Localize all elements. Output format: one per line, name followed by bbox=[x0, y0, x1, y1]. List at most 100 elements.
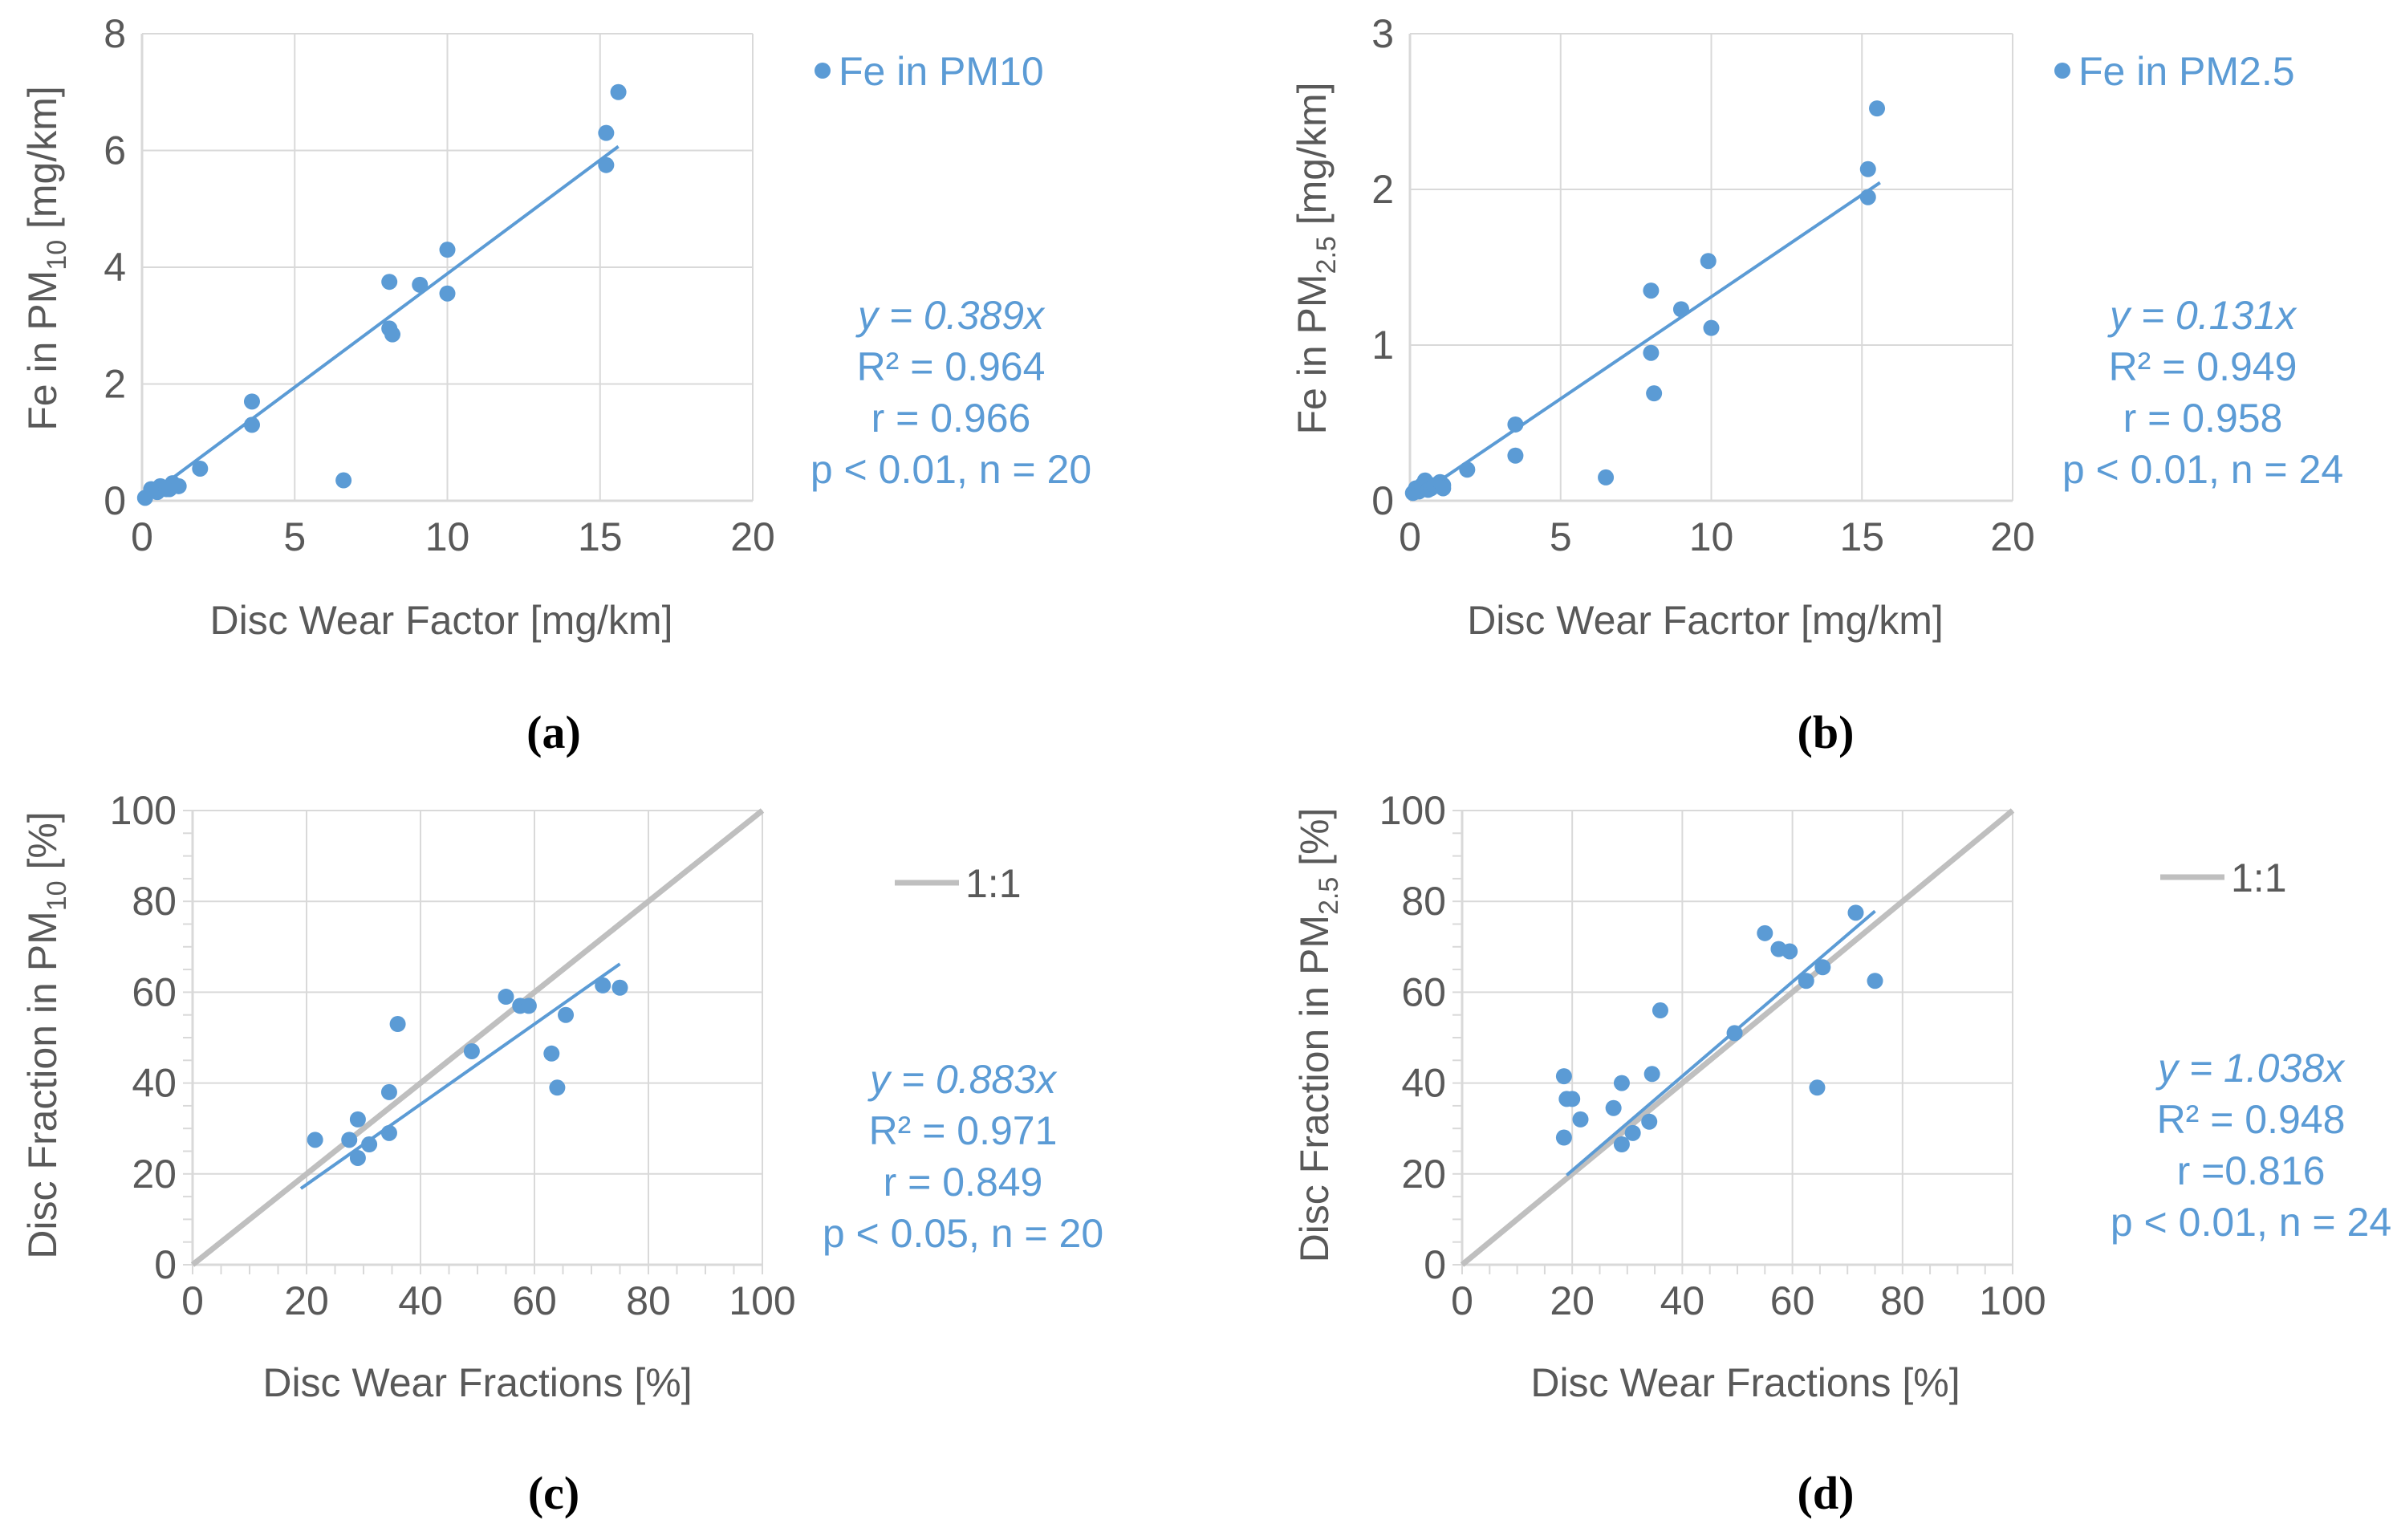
panel-d-trendline bbox=[1566, 909, 1876, 1176]
panel-b-x-tick-label: 15 bbox=[1839, 514, 1884, 559]
panel-c-r-squared: R² = 0.971 bbox=[869, 1108, 1058, 1153]
panel-c-r: r = 0.849 bbox=[884, 1160, 1043, 1205]
panel-b-data-point bbox=[1643, 344, 1660, 361]
panel-d-legend-label: 1:1 bbox=[2231, 855, 2287, 900]
panel-d-y-axis-label: Disc Fraction in PM2.5 [%] bbox=[1292, 808, 1344, 1263]
panel-b-caption: (b) bbox=[1798, 706, 1855, 758]
panel-a-x-tick-label: 5 bbox=[283, 514, 306, 559]
panel-a-x-tick-label: 20 bbox=[730, 514, 775, 559]
panel-c-grid bbox=[193, 810, 763, 1265]
panel-d-y-tick-label: 0 bbox=[1424, 1242, 1446, 1287]
panel-a-x-tick-label: 15 bbox=[578, 514, 623, 559]
panel-b-legend-label: Fe in PM2.5 bbox=[2078, 49, 2295, 94]
panel-a-ticks: 0 5 10 15 20 0 2 4 6 8 bbox=[104, 11, 775, 559]
panel-c-data-point bbox=[349, 1111, 366, 1128]
panel-d-data-point bbox=[1726, 1025, 1743, 1042]
panel-b-legend: Fe in PM2.5 bbox=[2054, 49, 2295, 94]
panel-a-data-point bbox=[598, 124, 615, 141]
panel-b-y-axis-label: Fe in PM2.5 [mg/km] bbox=[1290, 82, 1342, 434]
panel-d-data-point bbox=[1564, 1091, 1581, 1107]
panel-c-data-point bbox=[543, 1045, 560, 1062]
panel-c-data-point bbox=[349, 1149, 366, 1166]
panel-d-x-tick-label: 20 bbox=[1550, 1278, 1595, 1323]
panel-c-data-point bbox=[611, 979, 628, 996]
panel-d-legend: 1:1 bbox=[2160, 855, 2287, 900]
panel-a-p-n: p < 0.01, n = 20 bbox=[811, 447, 1091, 492]
panel-d-data-point bbox=[1643, 1066, 1660, 1083]
panel-d-data-point bbox=[1809, 1079, 1826, 1096]
panel-c-x-tick-label: 40 bbox=[398, 1278, 443, 1323]
panel-b-x-axis-label: Disc Wear Facrtor [mg/km] bbox=[1467, 598, 1944, 643]
panel-c-legend: 1:1 bbox=[895, 861, 1022, 906]
panel-d-data-point bbox=[1613, 1136, 1630, 1153]
panel-a-y-tick-label: 6 bbox=[104, 128, 126, 173]
panel-a-data-point bbox=[243, 393, 260, 410]
panel-b-data-point bbox=[1859, 161, 1876, 177]
panel-d-y-tick-label: 20 bbox=[1401, 1152, 1446, 1197]
panel-c-y-axis-label: Disc Fraction in PM10 [%] bbox=[20, 811, 72, 1258]
panel-d-equation: y = 1.038x bbox=[2155, 1046, 2346, 1091]
panel-d-x-tick-label: 0 bbox=[1451, 1278, 1473, 1323]
panel-d-data-point bbox=[1605, 1099, 1622, 1116]
panel-a-lines bbox=[156, 144, 620, 491]
panel-c-one-to-one-line bbox=[190, 808, 765, 1267]
panel-d-data-point bbox=[1572, 1111, 1589, 1128]
panel-d-points bbox=[1555, 904, 1883, 1153]
panel-c-x-tick-label: 80 bbox=[626, 1278, 671, 1323]
panel-d-y-tick-label: 100 bbox=[1379, 788, 1446, 833]
panel-b-ticks: 0 5 10 15 20 0 1 2 3 bbox=[1371, 11, 2035, 559]
panel-c-data-point bbox=[341, 1132, 358, 1148]
panel-a-data-point bbox=[192, 460, 209, 477]
panel-c-caption: (c) bbox=[528, 1467, 579, 1519]
panel-b-trendline bbox=[1424, 181, 1881, 492]
panel-c-data-point bbox=[549, 1079, 566, 1096]
panel-d-stats: y = 1.038x R² = 0.948 r =0.816 p < 0.01,… bbox=[2111, 1046, 2391, 1245]
panel-a-data-point bbox=[384, 326, 401, 343]
panel-c-y-tick-label: 60 bbox=[132, 969, 177, 1014]
panel-d-data-point bbox=[1814, 959, 1831, 976]
panel-a-y-tick-label: 0 bbox=[104, 478, 126, 523]
panel-d-data-point bbox=[1613, 1075, 1630, 1091]
panel-d-r: r =0.816 bbox=[2177, 1148, 2326, 1193]
panel-d-y-tick-label: 60 bbox=[1401, 969, 1446, 1014]
panel-a-data-point bbox=[598, 156, 615, 173]
panel-a-data-point bbox=[335, 472, 352, 489]
panel-b-data-point bbox=[1859, 189, 1876, 205]
panel-a: 0 5 10 15 20 0 2 4 6 8 Disc Wear Factor [mg/km] F… bbox=[20, 11, 1091, 758]
panel-a-data-point bbox=[243, 416, 260, 433]
panel-d-x-tick-label: 60 bbox=[1770, 1278, 1815, 1323]
panel-b-lines bbox=[1424, 181, 1881, 492]
panel-c-x-tick-label: 0 bbox=[181, 1278, 204, 1323]
panel-d-data-point bbox=[1555, 1068, 1572, 1085]
panel-c-ticks: 0 20 40 60 80 100 0 20 40 60 80 100 bbox=[110, 788, 796, 1323]
panel-b-equation: y = 0.131x bbox=[2107, 293, 2298, 338]
panel-b-data-point bbox=[1507, 416, 1524, 433]
panel-d: 0 20 40 60 80 100 0 20 40 60 80 100 Disc Wear Fract… bbox=[1292, 788, 2391, 1519]
panel-a-axes bbox=[140, 34, 753, 502]
panel-d-x-tick-label: 80 bbox=[1880, 1278, 1925, 1323]
panel-b: 0 5 10 15 20 0 1 2 3 Disc Wear Facrtor [mg/km] F… bbox=[1290, 11, 2343, 758]
panel-b-r-squared: R² = 0.949 bbox=[2109, 344, 2298, 389]
panel-a-caption: (a) bbox=[526, 706, 581, 758]
panel-c-axes bbox=[183, 810, 763, 1274]
panel-d-x-tick-label: 40 bbox=[1660, 1278, 1705, 1323]
panel-a-x-axis-label: Disc Wear Factor [mg/km] bbox=[210, 598, 673, 643]
panel-d-data-point bbox=[1624, 1124, 1641, 1141]
panel-c-y-tick-label: 100 bbox=[110, 788, 177, 833]
panel-c-data-point bbox=[361, 1136, 378, 1153]
panel-b-data-point bbox=[1598, 469, 1615, 486]
panel-a-data-point bbox=[381, 274, 398, 291]
panel-a-points bbox=[136, 83, 627, 506]
panel-d-p-n: p < 0.01, n = 24 bbox=[2111, 1200, 2391, 1245]
panel-b-data-point bbox=[1646, 385, 1663, 402]
panel-c-x-tick-label: 60 bbox=[512, 1278, 557, 1323]
panel-a-y-tick-label: 8 bbox=[104, 11, 126, 56]
panel-d-y-tick-label: 80 bbox=[1401, 879, 1446, 924]
panel-d-data-point bbox=[1867, 973, 1883, 989]
panel-c-data-point bbox=[595, 977, 611, 993]
panel-b-y-tick-label: 2 bbox=[1371, 167, 1394, 212]
panel-d-data-point bbox=[1847, 904, 1864, 921]
panel-c-y-tick-label: 40 bbox=[132, 1061, 177, 1106]
panel-c-y-tick-label: 80 bbox=[132, 879, 177, 924]
